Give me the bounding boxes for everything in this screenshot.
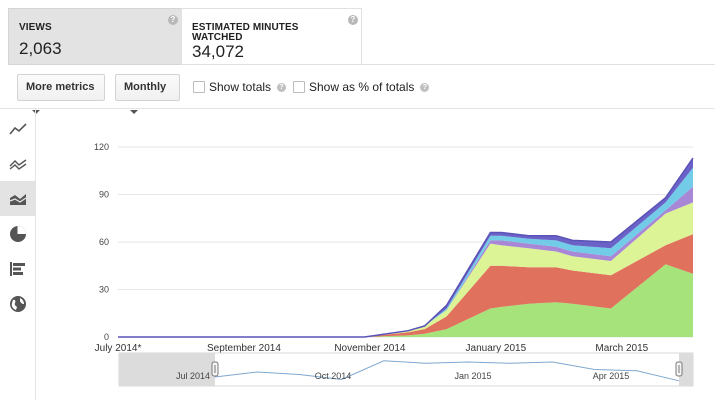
area-series-3 <box>118 202 693 337</box>
stacked-area-chart-icon <box>9 193 27 205</box>
metric-card-minutes-watched[interactable]: ESTIMATED MINUTES WATCHED 34,072 ? <box>181 8 361 65</box>
area-series-1 <box>118 264 693 337</box>
pie-chart-button[interactable] <box>0 216 36 251</box>
more-metrics-label: More metrics <box>26 81 95 93</box>
metric-card-views[interactable]: VIEWS 2,063 ? <box>8 8 181 65</box>
help-icon[interactable]: ? <box>277 82 287 92</box>
chart-type-rail <box>0 109 36 400</box>
help-icon[interactable]: ? <box>168 15 178 25</box>
navigator-label: Apr 2015 <box>593 371 630 381</box>
navigator-label: Jul 2014 <box>176 371 210 381</box>
navigator-label: Oct 2014 <box>315 371 352 381</box>
stacked-area-chart[interactable]: 0 30 60 90 120 July 2014* September 2014 Novemb… <box>36 109 715 400</box>
line-chart-icon <box>9 122 27 135</box>
help-icon[interactable]: ? <box>348 15 358 25</box>
show-totals-label: Show totals <box>209 80 272 94</box>
navigator-unselected-range <box>119 353 215 386</box>
metric-label-views: VIEWS <box>19 22 52 33</box>
y-tick-label: 60 <box>99 237 109 247</box>
period-label: Monthly <box>124 81 167 93</box>
chevron-down-icon <box>130 110 138 115</box>
chart-toolbar: More metrics Monthly Show totals ? Show … <box>0 65 715 115</box>
show-percent-checkbox[interactable] <box>293 81 305 93</box>
area-top-outline <box>118 157 694 338</box>
stacked-area-chart-button[interactable] <box>0 181 36 216</box>
y-tick-label: 90 <box>99 190 109 200</box>
chevron-down-icon <box>32 110 40 115</box>
navigator-label: Jan 2015 <box>454 371 491 381</box>
line-chart-button[interactable] <box>0 111 36 146</box>
multi-line-chart-icon <box>9 158 27 170</box>
show-percent-label: Show as % of totals <box>309 80 415 94</box>
y-tick-label: 120 <box>94 142 109 152</box>
show-percent-option[interactable]: Show as % of totals ? <box>293 79 430 95</box>
y-tick-label: 30 <box>99 285 109 295</box>
metric-value-minutes-watched: 34,072 <box>192 42 244 61</box>
more-metrics-dropdown[interactable]: More metrics <box>17 74 105 115</box>
bar-chart-button[interactable] <box>0 251 36 286</box>
x-tick-label: November 2014 <box>334 343 406 354</box>
show-totals-option[interactable]: Show totals ? <box>193 79 287 95</box>
bar-chart-icon <box>10 261 25 276</box>
show-totals-checkbox[interactable] <box>193 81 205 93</box>
metric-value-views: 2,063 <box>19 39 62 58</box>
navigator-unselected-range <box>679 353 693 386</box>
multi-line-chart-button[interactable] <box>0 146 36 181</box>
globe-map-button[interactable] <box>0 286 36 321</box>
y-tick-label: 0 <box>104 332 109 342</box>
period-dropdown[interactable]: Monthly <box>115 74 180 115</box>
area-series-2 <box>118 234 693 337</box>
x-tick-label: July 2014* <box>95 343 142 354</box>
metric-cards: VIEWS 2,063 ? ESTIMATED MINUTES WATCHED … <box>8 8 715 65</box>
metric-label-minutes-watched: ESTIMATED MINUTES WATCHED <box>192 22 299 43</box>
help-icon[interactable]: ? <box>420 82 430 92</box>
x-tick-label: September 2014 <box>207 343 281 354</box>
chart-canvas: 0 30 60 90 120 July 2014* September 2014 Novemb… <box>94 142 694 387</box>
pie-chart-icon <box>10 225 26 242</box>
x-tick-label: January 2015 <box>466 343 527 354</box>
navigator-line <box>214 360 680 382</box>
metric-card-empty <box>361 8 715 65</box>
x-tick-label: March 2015 <box>595 343 648 354</box>
globe-map-icon <box>10 295 26 312</box>
